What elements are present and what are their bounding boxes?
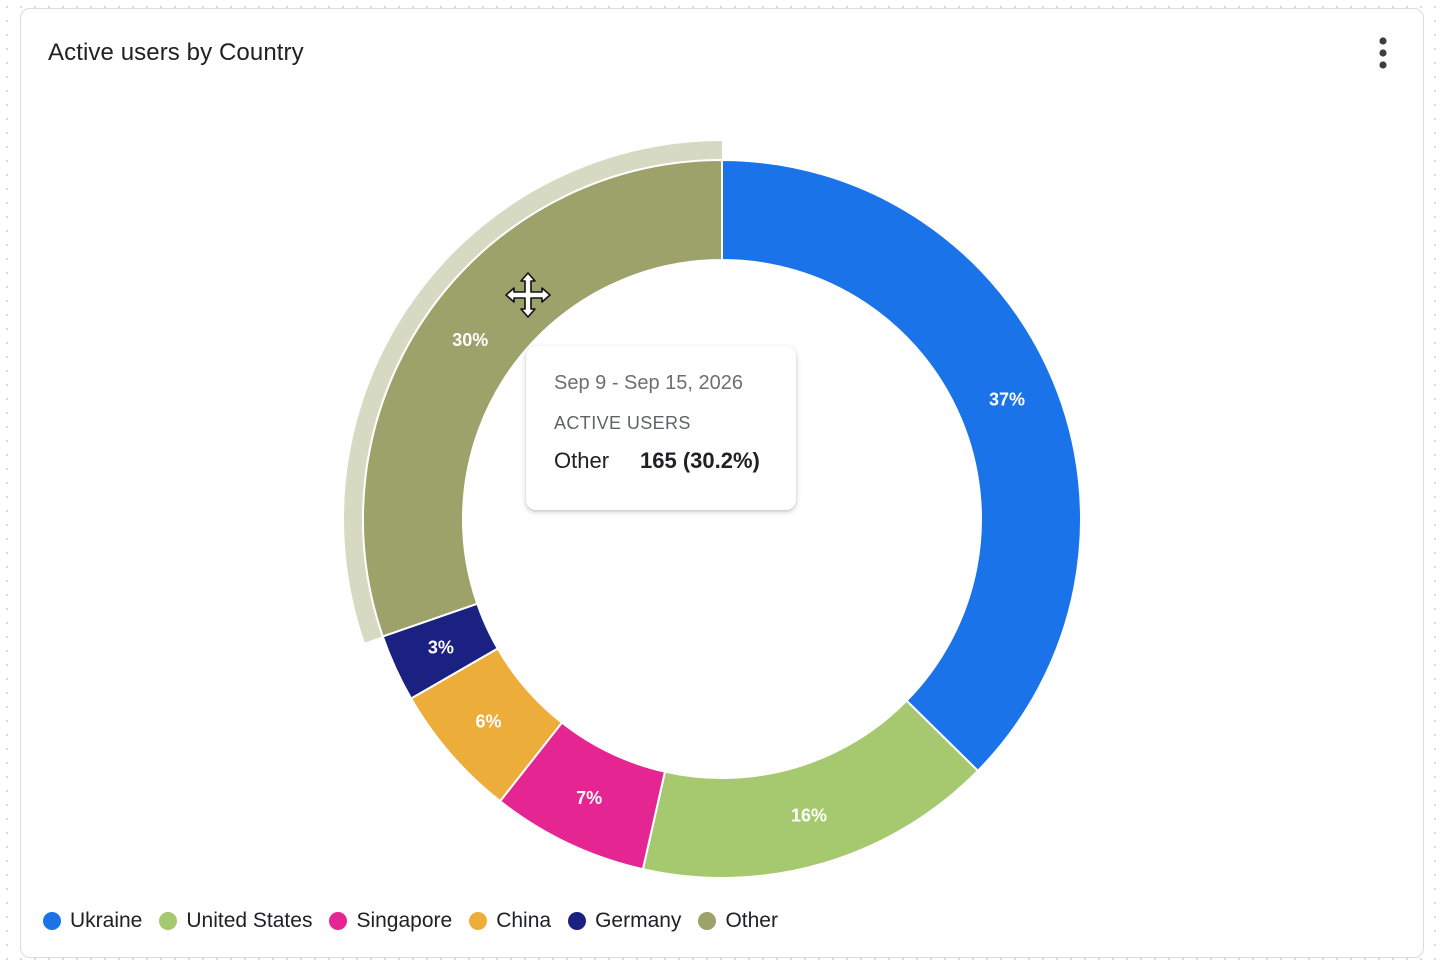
legend-item-china[interactable]: China bbox=[469, 909, 551, 933]
legend-item-other[interactable]: Other bbox=[698, 909, 778, 933]
chart-legend: Ukraine United States Singapore China German… bbox=[43, 909, 795, 933]
tooltip-value: 165 (30.2%) bbox=[640, 448, 760, 473]
slice-label-germany: 3% bbox=[428, 637, 454, 657]
legend-item-germany[interactable]: Germany bbox=[568, 909, 681, 933]
chart-card: Active users by Country 37% 16% 7% 6% 3% 30% … bbox=[20, 8, 1424, 958]
legend-item-ukraine[interactable]: Ukraine bbox=[43, 909, 142, 933]
chart-tooltip: Sep 9 - Sep 15, 2026 ACTIVE USERS Other 1… bbox=[526, 346, 796, 510]
tooltip-series-name: Other bbox=[554, 448, 610, 473]
tooltip-metric: ACTIVE USERS bbox=[554, 413, 691, 433]
legend-swatch bbox=[698, 912, 717, 930]
more-vert-icon[interactable] bbox=[1371, 35, 1395, 71]
slice-united-states[interactable] bbox=[641, 699, 980, 879]
legend-swatch bbox=[43, 912, 61, 930]
card-title: Active users by Country bbox=[48, 39, 304, 66]
donut-chart: 37% 16% 7% 6% 3% 30% bbox=[344, 141, 1082, 879]
legend-swatch bbox=[469, 912, 488, 930]
legend-swatch bbox=[159, 912, 178, 930]
tooltip-row: Other 165 (30.2%) bbox=[554, 448, 768, 474]
legend-item-united-states[interactable]: United States bbox=[159, 909, 312, 933]
legend-swatch bbox=[329, 912, 348, 930]
legend-label: Singapore bbox=[356, 909, 453, 932]
legend-label: Other bbox=[725, 909, 778, 932]
slice-label-china: 6% bbox=[475, 711, 501, 731]
legend-label: China bbox=[496, 909, 552, 932]
legend-item-singapore[interactable]: Singapore bbox=[329, 909, 452, 933]
legend-label: Germany bbox=[595, 909, 682, 932]
legend-swatch bbox=[568, 912, 587, 930]
slice-other[interactable] bbox=[362, 158, 723, 638]
legend-label: Ukraine bbox=[70, 909, 143, 932]
slice-label-singapore: 7% bbox=[576, 788, 602, 808]
legend-label: United States bbox=[186, 909, 313, 932]
move-cursor-icon bbox=[504, 271, 552, 319]
slice-label-united-states: 16% bbox=[791, 805, 827, 825]
tooltip-date-range: Sep 9 - Sep 15, 2026 bbox=[554, 372, 744, 394]
slice-label-other: 30% bbox=[452, 330, 488, 350]
slice-label-ukraine: 37% bbox=[989, 390, 1025, 410]
slice-ukraine[interactable] bbox=[721, 158, 1082, 773]
